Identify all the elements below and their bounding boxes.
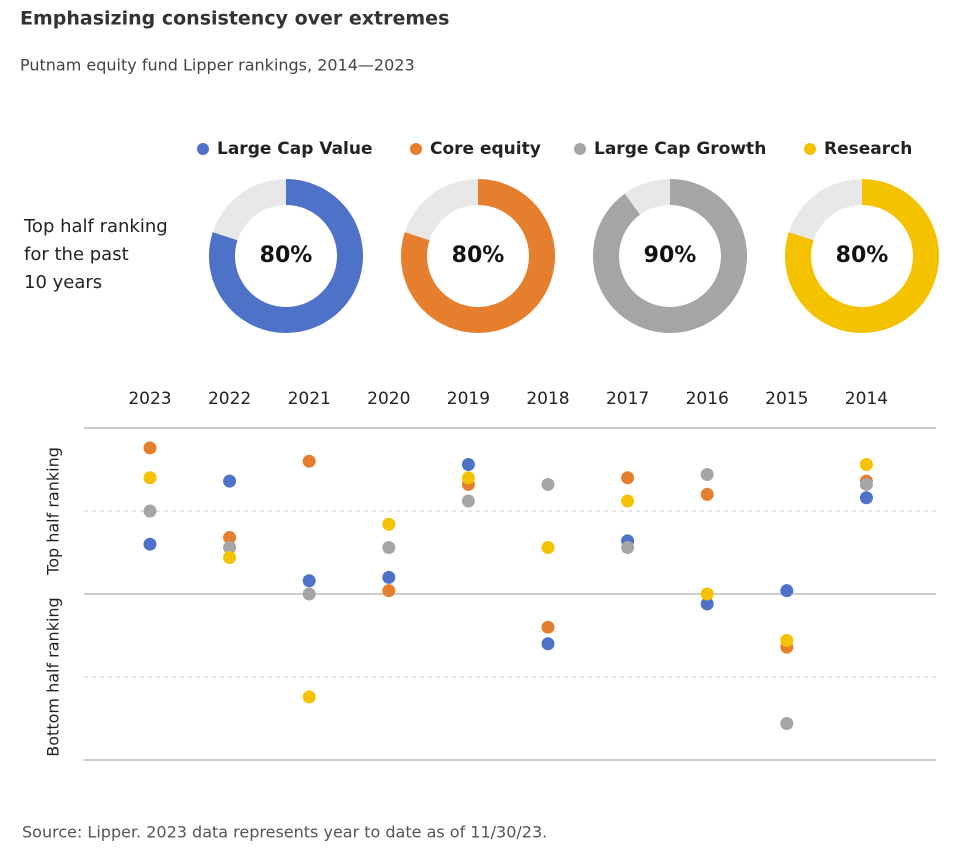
- donut-segment: [209, 179, 363, 333]
- dot: [700, 487, 714, 501]
- dot: [700, 597, 714, 611]
- donut-segment: [785, 179, 939, 333]
- dot: [382, 584, 396, 598]
- dot: [223, 474, 237, 488]
- x-tick-label: 2021: [288, 389, 331, 409]
- dot: [302, 690, 316, 704]
- dot: [143, 471, 157, 485]
- dot: [143, 537, 157, 551]
- dot: [382, 570, 396, 584]
- y-axis-label: Top half ranking: [44, 447, 63, 576]
- legend-marker: [410, 143, 422, 155]
- dot: [859, 458, 873, 472]
- dot: [541, 541, 555, 555]
- dot: [461, 494, 475, 508]
- dot: [859, 477, 873, 491]
- x-tick-label: 2020: [367, 389, 410, 409]
- x-tick-label: 2016: [686, 389, 729, 409]
- dot: [700, 587, 714, 601]
- x-tick-label: 2018: [526, 389, 569, 409]
- dot: [780, 716, 794, 730]
- dot: [461, 458, 475, 472]
- x-tick-label: 2022: [208, 389, 251, 409]
- dot: [621, 494, 635, 508]
- dot: [541, 620, 555, 634]
- dot: [143, 504, 157, 518]
- dot: [700, 467, 714, 481]
- dot: [621, 541, 635, 555]
- dot: [541, 637, 555, 651]
- dot: [223, 550, 237, 564]
- dot: [780, 584, 794, 598]
- x-tick-label: 2014: [845, 389, 888, 409]
- source-note: Source: Lipper. 2023 data represents yea…: [22, 823, 547, 842]
- dot: [302, 574, 316, 588]
- donut-value-label: 80%: [260, 243, 313, 268]
- dot: [382, 517, 396, 531]
- legend-marker: [574, 143, 586, 155]
- dot: [302, 454, 316, 468]
- donut-segment: [593, 179, 747, 333]
- dot: [223, 541, 237, 555]
- donut-label: Top half ranking: [23, 216, 168, 237]
- y-axis-label: Bottom half ranking: [44, 597, 63, 756]
- x-tick-label: 2015: [765, 389, 808, 409]
- legend-label: Research: [824, 139, 912, 159]
- dot: [621, 471, 635, 485]
- dot: [223, 531, 237, 545]
- donut-segment: [401, 179, 555, 333]
- chart-subtitle: Putnam equity fund Lipper rankings, 2014…: [20, 56, 415, 75]
- donut-value-label: 80%: [452, 243, 505, 268]
- dot: [461, 471, 475, 485]
- donut-value-label: 90%: [644, 243, 697, 268]
- chart-title: Emphasizing consistency over extremes: [20, 8, 449, 30]
- donut-label: 10 years: [24, 272, 102, 293]
- legend-marker: [197, 143, 209, 155]
- x-tick-label: 2023: [128, 389, 171, 409]
- donut-value-label: 80%: [836, 243, 889, 268]
- x-tick-label: 2019: [447, 389, 490, 409]
- legend-label: Core equity: [430, 139, 541, 159]
- dot: [780, 633, 794, 647]
- dot: [541, 477, 555, 491]
- dot: [143, 441, 157, 455]
- donut-label: for the past: [24, 244, 129, 265]
- dot: [859, 491, 873, 505]
- legend-label: Large Cap Value: [217, 139, 373, 159]
- legend-label: Large Cap Growth: [594, 139, 766, 159]
- x-tick-label: 2017: [606, 389, 649, 409]
- dot: [382, 541, 396, 555]
- legend-marker: [804, 143, 816, 155]
- dot: [302, 587, 316, 601]
